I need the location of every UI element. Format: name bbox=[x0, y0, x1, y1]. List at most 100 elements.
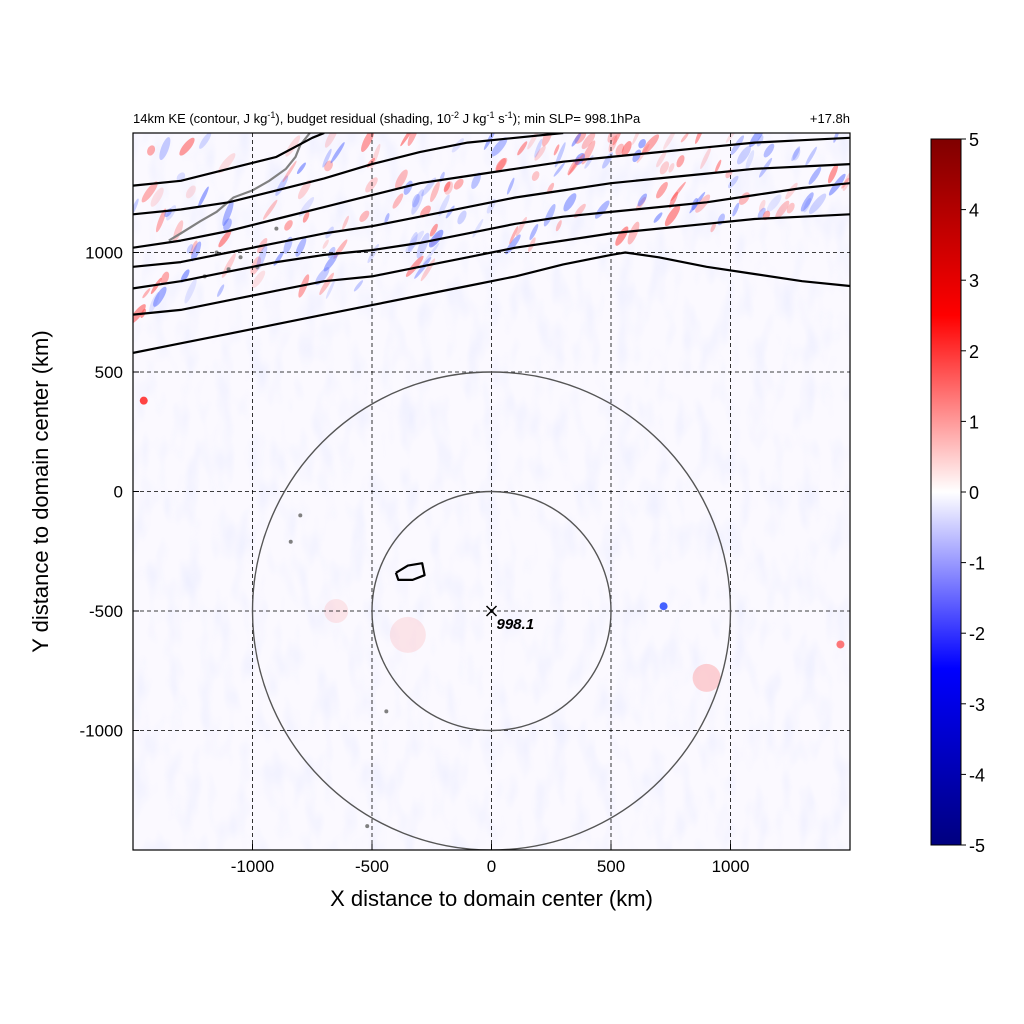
ke-contours bbox=[133, 133, 850, 581]
x-axis-ticks: -1000 -500 0 500 1000 bbox=[231, 844, 749, 876]
residual-streak bbox=[405, 255, 424, 277]
residual-streak bbox=[252, 270, 266, 288]
residual-streak bbox=[571, 133, 582, 147]
residual-streak bbox=[529, 223, 539, 241]
colorbar-tick-label: 0 bbox=[969, 483, 979, 503]
residual-streak bbox=[517, 141, 528, 156]
residual-streak bbox=[325, 279, 336, 299]
residual-streak bbox=[534, 138, 543, 158]
residual-streak bbox=[395, 169, 408, 190]
colorbar-tick-label: -2 bbox=[969, 624, 985, 644]
x-axis-label: X distance to domain center (km) bbox=[330, 886, 653, 911]
residual-streak bbox=[159, 137, 171, 161]
coastline-dot bbox=[214, 250, 219, 255]
y-tick-label: -1000 bbox=[80, 722, 123, 741]
residual-streak bbox=[732, 202, 740, 217]
residual-streak bbox=[664, 204, 681, 227]
colorbar-ticks: 5 4 3 2 1 0 -1 -2 -3 -4 -5 bbox=[961, 130, 985, 856]
coastline-dot bbox=[298, 513, 303, 518]
colorbar-tick-label: 5 bbox=[969, 130, 979, 150]
colorbar-tick-label: 2 bbox=[969, 342, 979, 362]
residual-streak bbox=[612, 133, 622, 146]
residual-streak bbox=[543, 203, 556, 227]
residual-streak bbox=[443, 181, 451, 192]
residual-streak bbox=[632, 149, 642, 163]
residual-streak bbox=[256, 245, 268, 271]
residual-streak bbox=[408, 232, 418, 253]
residual-streak bbox=[223, 218, 232, 231]
residual-streak bbox=[725, 133, 739, 144]
residual-streak bbox=[430, 181, 440, 203]
center-marker: 998.1 bbox=[485, 605, 535, 633]
residual-blob bbox=[139, 396, 148, 405]
y-axis-label: Y distance to domain center (km) bbox=[28, 330, 53, 652]
coastline-dot bbox=[274, 226, 279, 231]
residual-streak bbox=[534, 145, 546, 161]
colorbar-tick-label: 3 bbox=[969, 271, 979, 291]
ke-contour-line bbox=[394, 562, 426, 581]
residual-streak bbox=[786, 202, 795, 214]
residual-streak bbox=[554, 142, 566, 168]
residual-streak bbox=[160, 271, 170, 285]
residual-streak bbox=[400, 133, 415, 147]
min-slp-label: 998.1 bbox=[497, 616, 535, 633]
residual-streak bbox=[656, 151, 667, 168]
range-circles bbox=[251, 371, 732, 850]
residual-streak bbox=[190, 241, 202, 262]
residual-streak bbox=[471, 172, 481, 190]
residual-streak bbox=[632, 133, 642, 145]
residual-streak bbox=[296, 162, 306, 175]
residual-streak bbox=[190, 240, 198, 255]
residual-streak bbox=[416, 232, 430, 259]
y-tick-label: -500 bbox=[89, 602, 123, 621]
plot-area: 998.1 bbox=[133, 133, 850, 850]
residual-streak bbox=[222, 200, 234, 226]
ke-contour-line bbox=[133, 213, 850, 316]
residual-streak bbox=[547, 182, 555, 194]
residual-streak bbox=[217, 284, 225, 297]
y-tick-label: 1000 bbox=[85, 244, 123, 263]
x-tick-label: 500 bbox=[597, 857, 625, 876]
min-slp-marker bbox=[485, 605, 498, 617]
residual-streak bbox=[615, 143, 625, 156]
residual-streak bbox=[149, 292, 160, 313]
residual-blob bbox=[659, 602, 668, 611]
residual-streak bbox=[621, 141, 632, 157]
residual-streak bbox=[185, 185, 196, 199]
residual-streak bbox=[319, 272, 335, 296]
residual-streak bbox=[411, 189, 424, 215]
residual-streak bbox=[359, 210, 370, 222]
residual-streak bbox=[506, 177, 515, 195]
residual-streak bbox=[680, 133, 689, 143]
residual-streak bbox=[197, 186, 209, 208]
residual-streak bbox=[542, 133, 553, 147]
residual-streak bbox=[147, 145, 156, 156]
ke-contour-line bbox=[133, 133, 325, 187]
residual-streak bbox=[641, 134, 660, 155]
residual-streak bbox=[365, 177, 378, 193]
residual-streak bbox=[322, 148, 332, 168]
residual-streak bbox=[745, 150, 755, 170]
coastline-dot bbox=[365, 824, 370, 829]
x-tick-label: -1000 bbox=[231, 857, 274, 876]
residual-streak bbox=[581, 133, 596, 150]
residual-streak bbox=[342, 215, 349, 230]
residual-streak bbox=[803, 197, 812, 213]
residual-streak bbox=[199, 133, 212, 149]
ke-contour-line bbox=[133, 163, 850, 268]
residual-streak bbox=[792, 148, 801, 161]
residual-streak bbox=[653, 212, 663, 223]
residual-blob bbox=[692, 663, 721, 692]
range-circle bbox=[251, 371, 732, 850]
residual-streak bbox=[420, 205, 431, 218]
residual-streak bbox=[133, 198, 139, 216]
residual-streak bbox=[775, 200, 790, 219]
residual-streak bbox=[805, 146, 817, 166]
x-tick-label: 0 bbox=[487, 857, 496, 876]
range-circle bbox=[371, 490, 612, 732]
residual-streak bbox=[180, 269, 190, 283]
residual-streak bbox=[353, 280, 364, 292]
residual-streak bbox=[422, 242, 440, 266]
residual-streak bbox=[700, 146, 712, 170]
